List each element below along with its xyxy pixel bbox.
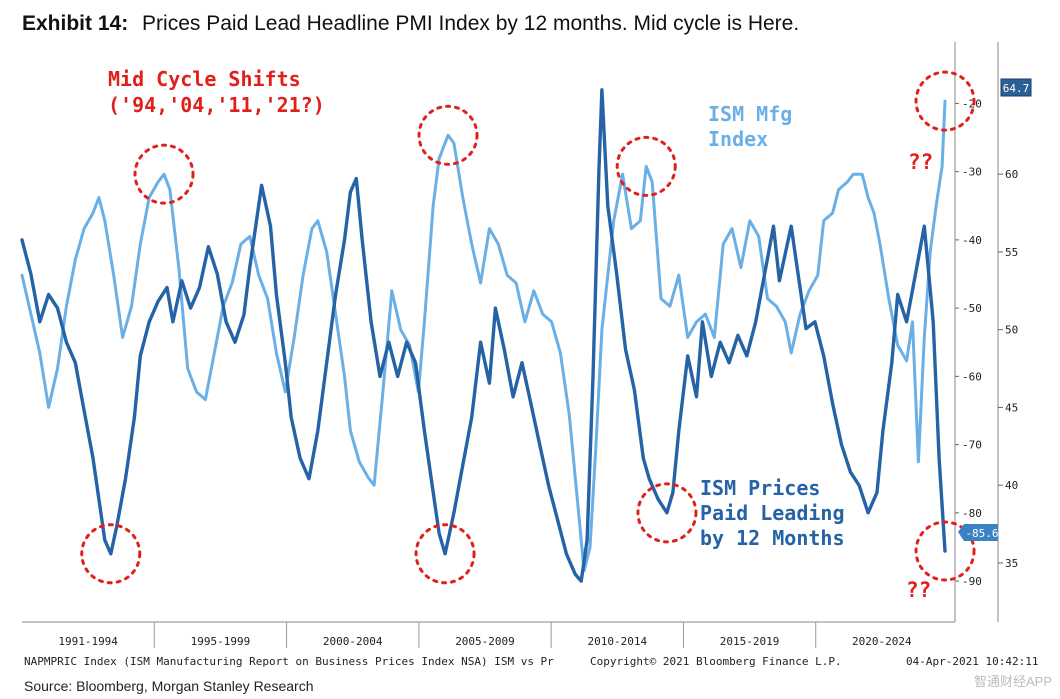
copyright: Copyright© 2021 Bloomberg Finance L.P. — [590, 655, 842, 668]
highlight-circle — [615, 135, 677, 197]
ism-prices-series-line — [20, 88, 947, 583]
ism-mfg-label-line1: ISM Mfg — [708, 102, 792, 126]
watermark: 智通财经APP — [974, 674, 1052, 689]
question-marks-bottom: ?? — [906, 578, 931, 602]
right-tick-label: 50 — [1005, 324, 1018, 337]
prices-label-line2: Paid Leading — [700, 501, 845, 525]
x-tick-label: 1991-1994 — [58, 635, 118, 648]
exhibit-label: Exhibit 14: — [22, 12, 128, 35]
prices-label-line3: by 12 Months — [700, 526, 845, 550]
ism-mfg-label-line2: Index — [708, 127, 768, 151]
x-tick-label: 2010-2014 — [587, 635, 647, 648]
right-tick-label: 35 — [1005, 557, 1018, 570]
left-axis-ticks: -20 -30 -40 -50 -60 -70 -80 -90 — [955, 97, 982, 588]
exhibit-title: Exhibit 14: Prices Paid Lead Headline PM… — [22, 12, 799, 35]
right-badge-text: 64.7 — [1003, 82, 1030, 95]
source-note: Source: Bloomberg, Morgan Stanley Resear… — [24, 678, 313, 694]
highlight-circle — [133, 143, 195, 205]
question-marks-top: ?? — [908, 150, 933, 174]
x-tick-label: 1995-1999 — [191, 635, 251, 648]
left-tick-label: -70 — [962, 439, 982, 452]
right-tick-label: 60 — [1005, 168, 1018, 181]
x-tick-label: 2015-2019 — [720, 635, 780, 648]
right-tick-label: 45 — [1005, 401, 1018, 414]
x-tick-label: 2000-2004 — [323, 635, 383, 648]
right-tick-label: 40 — [1005, 479, 1018, 492]
highlight-circle — [417, 104, 479, 166]
highlight-circle — [914, 70, 976, 132]
right-tick-label: 55 — [1005, 246, 1018, 259]
index-note: NAPMPRIC Index (ISM Manufacturing Report… — [24, 655, 554, 668]
highlight-circles — [80, 70, 976, 585]
left-tick-label: -50 — [962, 302, 982, 315]
series-layer — [20, 88, 947, 583]
exhibit-heading: Prices Paid Lead Headline PMI Index by 1… — [142, 12, 799, 35]
highlight-circle — [414, 523, 476, 585]
left-tick-label: -80 — [962, 507, 982, 520]
left-tick-label: -90 — [962, 575, 982, 588]
mid-cycle-label-line2: ('94,'04,'11,'21?) — [108, 93, 325, 117]
right-axis-ticks: 60 55 50 45 40 35 — [998, 168, 1018, 570]
left-tick-label: -20 — [962, 97, 982, 110]
right-last-value-badge: 64.7 — [1000, 78, 1032, 97]
left-tick-label: -40 — [962, 234, 982, 247]
left-badge-text: -85.6 — [965, 527, 998, 540]
highlight-circle — [914, 520, 976, 582]
left-tick-label: -60 — [962, 370, 982, 383]
mid-cycle-label-line1: Mid Cycle Shifts — [108, 67, 301, 91]
left-tick-label: -30 — [962, 166, 982, 179]
highlight-circle — [636, 482, 698, 544]
x-axis-ticks: 1991-1994 1995-1999 2000-2004 2005-2009 2010… — [58, 622, 912, 648]
left-last-value-badge: -85.6 — [958, 524, 999, 541]
x-tick-label: 2020-2024 — [852, 635, 912, 648]
x-tick-label: 2005-2009 — [455, 635, 515, 648]
highlight-circle — [80, 523, 142, 585]
prices-label-line1: ISM Prices — [700, 476, 820, 500]
timestamp: 04-Apr-2021 10:42:11 — [906, 655, 1038, 668]
